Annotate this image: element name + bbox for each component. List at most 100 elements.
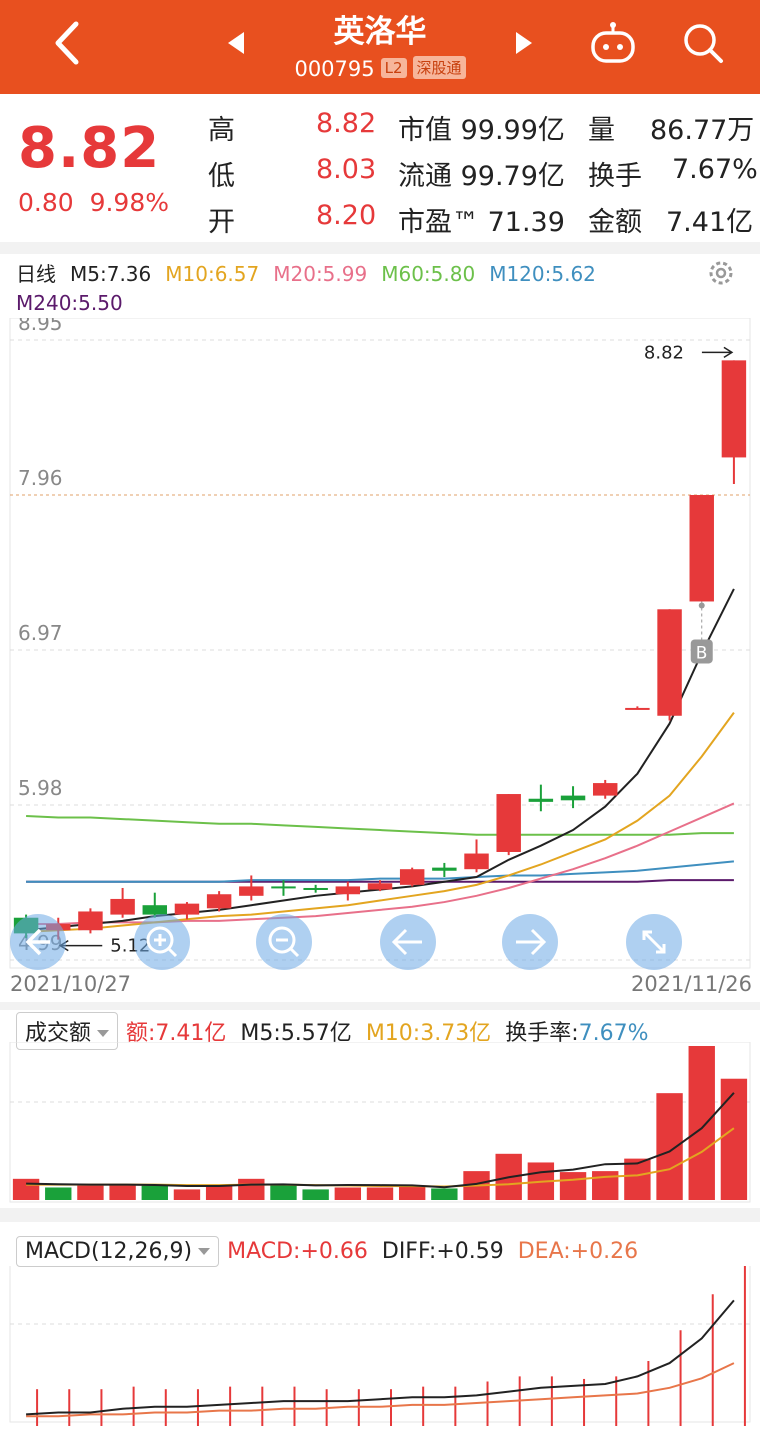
candle-body bbox=[464, 853, 489, 870]
gear-icon[interactable] bbox=[706, 258, 736, 288]
prev-arrow-icon[interactable] bbox=[226, 30, 246, 56]
chevron-down-icon bbox=[198, 1248, 211, 1255]
pan-right-button[interactable] bbox=[502, 914, 558, 970]
amount-label: 金额 bbox=[588, 207, 642, 238]
candle-body bbox=[239, 886, 264, 896]
start-date: 2021/10/27 bbox=[10, 972, 132, 996]
fullscreen-button[interactable] bbox=[626, 914, 682, 970]
volume-bar bbox=[45, 1187, 72, 1200]
candle-body bbox=[689, 495, 714, 602]
chart-frame bbox=[9, 318, 751, 969]
candle-body bbox=[142, 905, 168, 915]
open-value: 8.20 bbox=[316, 200, 377, 231]
chevron-down-icon bbox=[97, 1030, 110, 1037]
candle-body bbox=[432, 867, 457, 871]
volume-bar bbox=[720, 1078, 748, 1200]
candle-body bbox=[110, 898, 135, 915]
ma120-label: M120:5.62 bbox=[489, 262, 596, 286]
buy-marker-dot bbox=[698, 602, 705, 609]
back-icon[interactable] bbox=[44, 18, 94, 68]
volume-chart[interactable] bbox=[0, 1042, 760, 1204]
volume-bar bbox=[398, 1185, 426, 1200]
candle-body bbox=[303, 887, 328, 890]
volume-bar bbox=[624, 1158, 651, 1200]
ma240-label: M240:5.50 bbox=[16, 291, 123, 315]
ma60-line bbox=[26, 814, 734, 836]
candle-body bbox=[592, 783, 618, 796]
ma10-label: M10:6.57 bbox=[165, 262, 260, 286]
volume-bar bbox=[688, 1046, 715, 1200]
change-pct: 9.98% bbox=[89, 188, 169, 217]
candle-body bbox=[367, 883, 393, 890]
zoom-out-icon bbox=[268, 926, 300, 958]
float-label: 流通 bbox=[398, 161, 452, 192]
ma-legend: 日线 M5:7.36 M10:6.57 M20:5.99 M60:5.80 M120:5.… bbox=[16, 260, 706, 318]
turnover-label: 换手 bbox=[588, 161, 642, 192]
vol-ma5-line bbox=[26, 1092, 735, 1189]
app-header: 英洛华 000795 L2 深股通 bbox=[0, 0, 760, 94]
high-arrow-head bbox=[723, 346, 734, 358]
high-value: 8.82 bbox=[316, 108, 377, 139]
volume-bar bbox=[205, 1184, 233, 1200]
pan-left-icon bbox=[391, 928, 422, 956]
volume-bar bbox=[77, 1185, 104, 1200]
macd-indicator-select[interactable]: MACD(12,26,9) bbox=[16, 1236, 220, 1267]
dea-value: DEA:+0.26 bbox=[517, 1239, 639, 1264]
volume-bar bbox=[334, 1187, 362, 1200]
pan-right-icon bbox=[516, 928, 547, 956]
candle-body bbox=[560, 795, 586, 801]
y-tick-label: 7.96 bbox=[18, 466, 63, 490]
candle-body bbox=[399, 869, 425, 885]
macd-selector-label: MACD(12,26,9) bbox=[25, 1239, 193, 1264]
divider bbox=[0, 242, 760, 254]
pan-left-button[interactable] bbox=[380, 914, 436, 970]
volume-label: 量 bbox=[588, 115, 615, 146]
period-label[interactable]: 日线 bbox=[16, 262, 56, 286]
ma20-label: M20:5.99 bbox=[273, 262, 368, 286]
next-arrow-icon[interactable] bbox=[514, 30, 534, 56]
robot-icon[interactable] bbox=[588, 20, 638, 66]
zoom-in-button[interactable] bbox=[134, 914, 190, 970]
stock-name: 英洛华 bbox=[333, 14, 427, 50]
rewind-icon bbox=[25, 928, 50, 956]
volume-bar bbox=[366, 1187, 394, 1200]
dea-line bbox=[26, 1362, 735, 1418]
buy-marker-text: B bbox=[696, 643, 708, 663]
diff-line bbox=[26, 1299, 735, 1416]
stock-code-line: 000795 L2 深股通 bbox=[0, 56, 760, 81]
turnover-value: 7.67% bbox=[672, 154, 758, 185]
price-change: 0.80 9.98% bbox=[18, 188, 169, 217]
volume-bar bbox=[141, 1184, 168, 1200]
macd-legend: MACD(12,26,9) MACD:+0.66 DIFF:+0.59 DEA:+… bbox=[16, 1236, 638, 1267]
pe-label: 市盈™ bbox=[398, 207, 479, 238]
y-tick-label: 6.97 bbox=[18, 621, 63, 645]
volume-bar bbox=[431, 1188, 458, 1200]
candle-body bbox=[496, 794, 521, 852]
pan-start-button[interactable] bbox=[10, 914, 66, 970]
volume-bar bbox=[592, 1171, 619, 1200]
open-label: 开 bbox=[208, 207, 235, 238]
volume-bar bbox=[559, 1172, 587, 1200]
float-value: 99.79亿 bbox=[460, 161, 565, 192]
candle-body bbox=[174, 903, 200, 915]
candlestick-chart[interactable]: 8.957.966.975.984.998.825.12B bbox=[0, 318, 760, 970]
high-price-label: 8.82 bbox=[644, 342, 684, 363]
buy-marker-badge bbox=[690, 639, 713, 664]
volume-bar bbox=[270, 1184, 297, 1200]
pe-value: 71.39 bbox=[487, 207, 565, 238]
volume-bar bbox=[173, 1189, 201, 1200]
divider bbox=[0, 1208, 760, 1222]
candle-body bbox=[657, 609, 682, 716]
y-tick-label: 8.95 bbox=[18, 318, 63, 335]
last-price: 8.82 bbox=[18, 116, 161, 181]
zoom-in-icon bbox=[146, 926, 178, 958]
change-value: 0.80 bbox=[18, 188, 74, 217]
macd-chart[interactable] bbox=[0, 1266, 760, 1426]
mktcap-value: 99.99亿 bbox=[460, 115, 565, 146]
ma120-line bbox=[26, 860, 735, 883]
search-icon[interactable] bbox=[680, 20, 726, 66]
zoom-out-button[interactable] bbox=[256, 914, 312, 970]
low-label: 低 bbox=[208, 161, 235, 192]
volume-bar bbox=[109, 1184, 136, 1200]
candle-body bbox=[206, 894, 232, 909]
